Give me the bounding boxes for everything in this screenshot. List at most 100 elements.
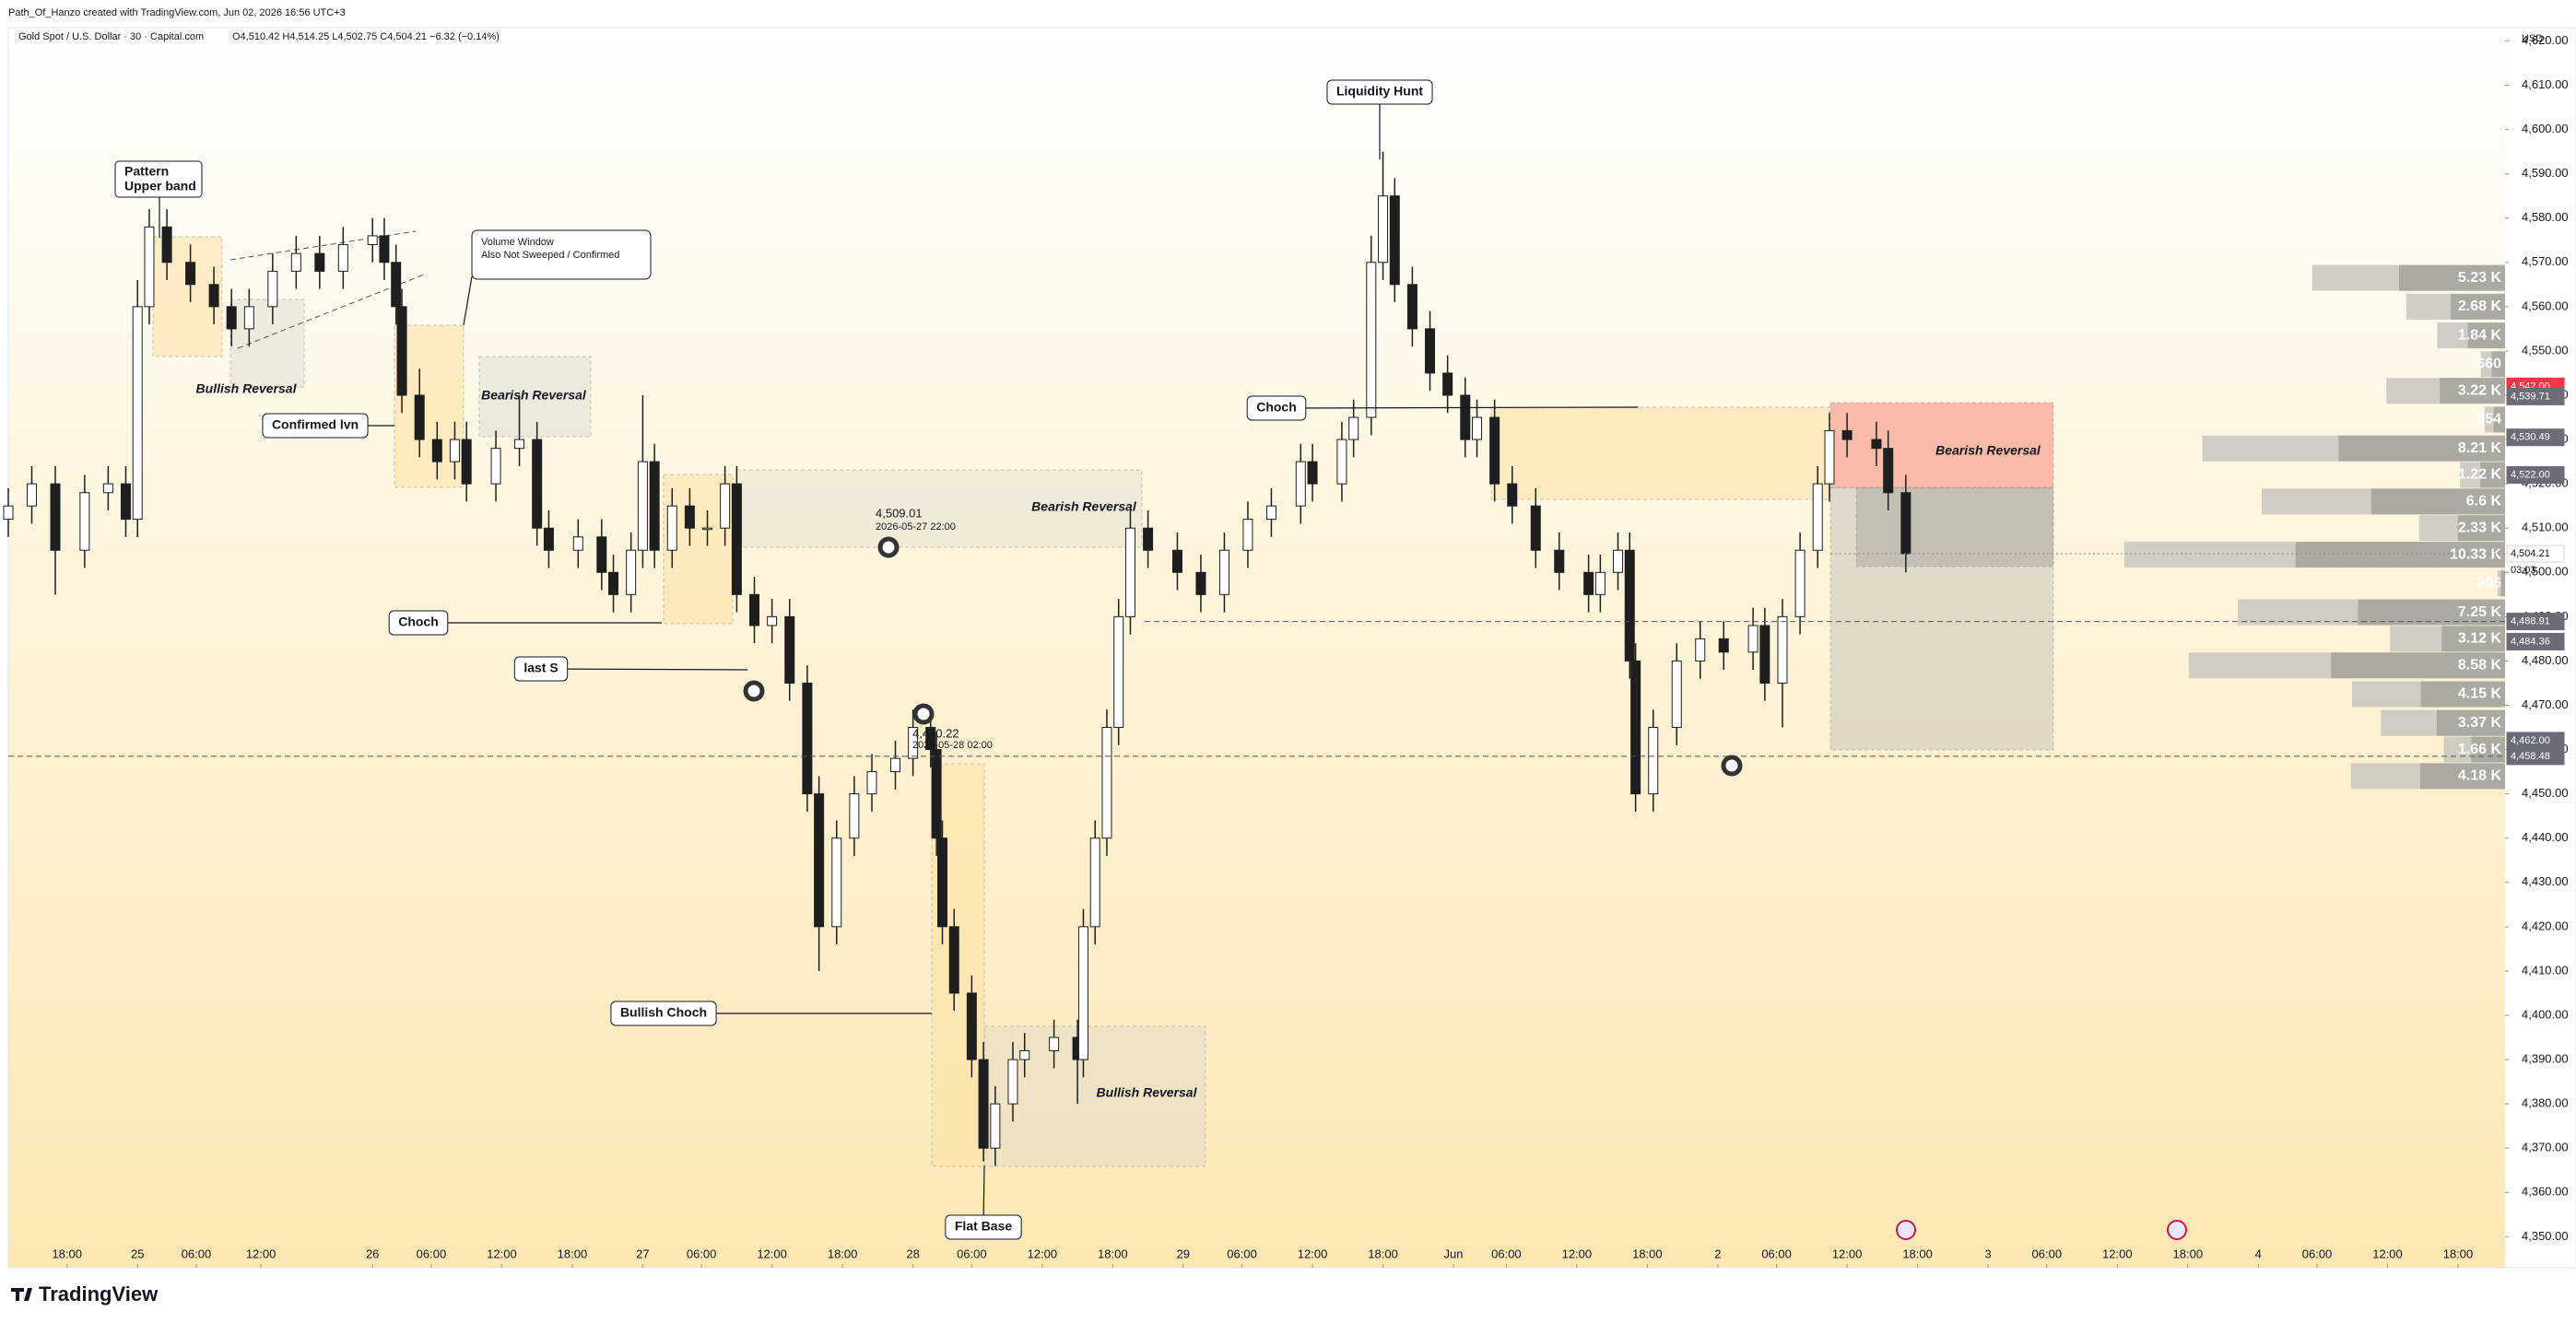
annotation: 4,509.01 xyxy=(876,506,923,520)
x-tick-label: 12:00 xyxy=(1562,1247,1593,1260)
candle-body xyxy=(1883,448,1894,494)
annotation: Liquidity Hunt xyxy=(1336,84,1423,99)
volume-bar-inner xyxy=(2491,351,2505,378)
brand: TradingView xyxy=(39,1282,159,1305)
x-tick-label: 06:00 xyxy=(182,1247,212,1260)
candle-body xyxy=(849,793,860,839)
y-tick-label: 4,560.00 xyxy=(2522,299,2569,312)
annotation: Also Not Sweeped / Confirmed xyxy=(481,250,619,261)
annotation-box xyxy=(1326,79,1433,105)
currency: USD xyxy=(2522,33,2543,44)
annotation: 2026-05-28 02:00 xyxy=(912,740,993,751)
annotation: Bearish Reversal xyxy=(1031,499,1137,514)
volume-bar-inner xyxy=(2338,435,2505,462)
candle-body xyxy=(1265,505,1276,521)
y-tick-label: 4,550.00 xyxy=(2522,343,2569,357)
price-label: 4,530.49 xyxy=(2511,432,2550,443)
y-tick-label: 4,590.00 xyxy=(2522,166,2569,180)
candle-body xyxy=(948,926,959,994)
price-label: 4,484.36 xyxy=(2511,636,2550,647)
zone xyxy=(1490,406,1830,500)
annotation: 4,470.22 xyxy=(912,726,959,740)
y-tick-label: 4,400.00 xyxy=(2522,1007,2569,1021)
candle-body xyxy=(431,439,442,462)
x-tick-label: 12:00 xyxy=(246,1247,276,1260)
x-tick-label: 4 xyxy=(2255,1247,2262,1260)
candle-body xyxy=(649,461,660,551)
x-tick-label: 27 xyxy=(636,1247,649,1260)
annotation: Bullish Reversal xyxy=(196,381,298,396)
candle-body xyxy=(702,527,713,531)
candle-body xyxy=(1295,461,1306,507)
price-label: 4,488.91 xyxy=(2511,615,2550,626)
candle-body xyxy=(831,837,842,928)
y-tick-label: 4,370.00 xyxy=(2522,1141,2569,1154)
candle-body xyxy=(1794,549,1806,617)
x-tick-label: 06:00 xyxy=(1761,1247,1792,1260)
y-tick-label: 4,570.00 xyxy=(2522,254,2569,268)
candle-body xyxy=(936,837,947,928)
volume-bar-inner xyxy=(2370,488,2505,515)
annotation: Choch xyxy=(398,615,439,629)
volume-label: 8.21 K xyxy=(2458,440,2502,456)
candle-body xyxy=(1019,1049,1030,1060)
candle-body xyxy=(243,306,254,330)
candle-body xyxy=(132,306,143,521)
x-tick-label: 06:00 xyxy=(2032,1247,2063,1260)
candle-body xyxy=(1143,527,1154,551)
candle-body xyxy=(1077,926,1088,1060)
x-tick-label: 18:00 xyxy=(558,1247,588,1260)
candle-body xyxy=(1089,837,1100,928)
x-tick-label: 29 xyxy=(1177,1247,1190,1260)
candle-body xyxy=(637,461,648,551)
y-tick-label: 4,430.00 xyxy=(2522,874,2569,888)
candle-body xyxy=(161,226,172,263)
volume-label: 3.22 K xyxy=(2458,382,2502,398)
candle-body xyxy=(866,771,877,795)
candle-body xyxy=(314,252,325,272)
volume-bar-inner xyxy=(2471,736,2505,763)
candle-body xyxy=(1007,1059,1018,1105)
annotation: Upper band xyxy=(124,179,196,193)
candle-body xyxy=(1613,549,1624,573)
candle-body xyxy=(1841,429,1853,440)
x-tick-label: Jun xyxy=(1444,1247,1464,1260)
annotation: Choch xyxy=(1256,400,1297,415)
annotation: last S xyxy=(523,661,558,675)
candle-body xyxy=(720,483,731,529)
candle-body xyxy=(1871,439,1882,450)
zone xyxy=(1829,402,2054,489)
candle-body xyxy=(1489,416,1500,485)
plot-frame xyxy=(7,27,2576,1269)
price-label: 4,522.00 xyxy=(2511,469,2550,480)
y-tick-label: 4,500.00 xyxy=(2522,565,2569,579)
volume-label: 1.84 K xyxy=(2458,327,2502,343)
candle-body xyxy=(1583,571,1594,595)
candle-body xyxy=(1594,571,1606,595)
candle-body xyxy=(1624,549,1635,662)
candle-body xyxy=(50,483,61,551)
annotation-box xyxy=(388,610,449,636)
x-tick-label: 18:00 xyxy=(2173,1247,2204,1260)
x-tick-label: 12:00 xyxy=(487,1247,517,1260)
volume-bar-inner xyxy=(2295,542,2505,568)
annotation: Bearish Reversal xyxy=(1935,443,2041,458)
candle-body xyxy=(1171,549,1182,573)
price-label: 4,462.00 xyxy=(2511,735,2550,746)
candle-body xyxy=(684,505,695,529)
volume-label: 1.22 K xyxy=(2458,467,2502,483)
candle-body xyxy=(1406,284,1417,330)
candle-body xyxy=(1389,195,1400,286)
x-tick-label: 2 xyxy=(1714,1247,1721,1260)
candle-body xyxy=(1442,372,1453,396)
x-tick-label: 18:00 xyxy=(1368,1247,1398,1260)
zone xyxy=(229,299,305,388)
annotation-box xyxy=(262,413,369,439)
volume-label: 10.33 K xyxy=(2450,546,2501,562)
candle-body xyxy=(1812,483,1823,551)
candle-body xyxy=(1507,483,1518,507)
volume-label: 3.12 K xyxy=(2458,631,2502,647)
volume-label: 206 xyxy=(2476,576,2501,591)
candle-body xyxy=(379,235,390,263)
marker-circle xyxy=(912,703,935,725)
